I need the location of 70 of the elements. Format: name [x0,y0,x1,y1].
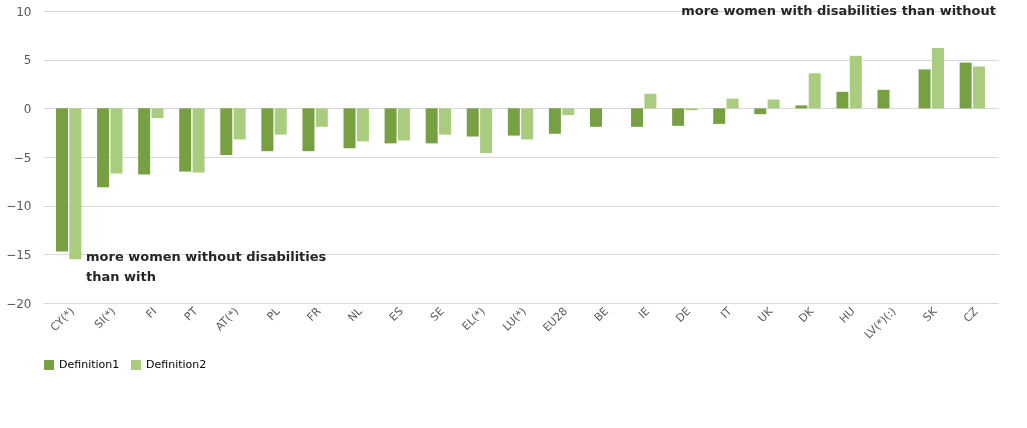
x-tick-label: SK [920,304,941,325]
legend-label: Definition2 [146,358,207,371]
y-tick-label: −10 [6,199,32,214]
bar [302,108,315,152]
bar [521,108,534,140]
y-tick-label: −20 [6,296,32,311]
x-tick-label: IE [635,304,653,322]
bar [589,108,602,127]
bar [918,69,931,109]
bar [56,108,68,252]
bar [931,47,944,109]
bar [233,108,246,140]
x-tick-label: CZ [960,304,982,325]
x-tick-label: FR [304,304,324,324]
bar [480,108,493,154]
bar [384,108,397,144]
bar [397,108,410,141]
legend-label: Definition1 [59,358,120,371]
bar [644,93,657,109]
bar [959,62,972,109]
y-tick-label: −5 [13,150,32,165]
x-tick-label: HU [836,304,858,326]
bar [274,108,287,135]
bar [548,108,561,134]
bar [795,105,808,109]
x-tick-label: UK [755,304,776,325]
bar [315,108,328,127]
bar [973,66,985,109]
bar [343,108,356,149]
bar [808,73,821,109]
x-tick-label: IT [718,304,735,322]
annotation: more women without disabilities than with [86,249,327,284]
bar [466,108,479,137]
bar [849,55,862,109]
annotation: more women with disabilities than without [681,3,996,18]
bar [767,99,780,109]
bar [425,108,438,144]
bar [69,108,82,260]
x-tick-label: FI [143,304,160,321]
bar [110,108,123,174]
y-tick-label: 5 [23,53,32,68]
bar [439,108,452,135]
bar [754,108,767,115]
bar [672,108,685,126]
bar [220,108,233,156]
x-tick-label: NL [345,304,366,325]
bar [877,89,890,109]
x-tick-label: DE [673,304,694,325]
x-tick-label: BE [591,304,612,325]
bar [151,108,164,119]
y-tick-label: 0 [23,101,32,116]
bar [713,108,726,124]
y-tick-label: 10 [16,4,32,19]
bar [562,108,575,116]
bar [192,108,205,173]
x-tick-label: PT [181,304,201,324]
y-tick-label: −15 [6,247,32,262]
x-tick-label: SE [427,304,447,324]
bar [726,98,739,109]
bar [97,108,110,188]
bar [356,108,369,142]
bar [507,108,520,136]
bar [138,108,151,175]
bar [836,91,849,109]
bar [179,108,192,172]
x-tick-label: ES [386,304,406,324]
x-tick-label: PL [264,304,284,324]
x-tick-label: DK [796,304,818,326]
bar [261,108,274,152]
bar [631,108,644,127]
